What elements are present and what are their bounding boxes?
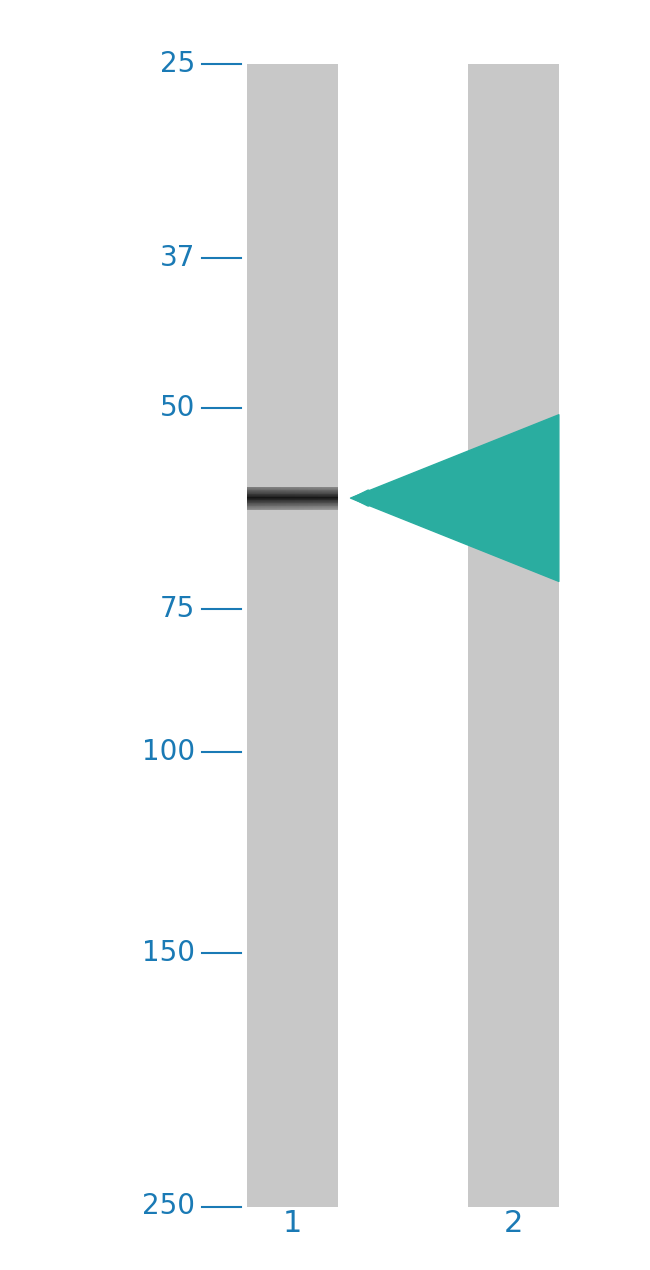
- Bar: [306, 486, 309, 509]
- Bar: [279, 486, 281, 509]
- Bar: [263, 486, 265, 509]
- Text: 2: 2: [504, 1209, 523, 1238]
- Bar: [247, 486, 250, 509]
- Bar: [292, 486, 294, 509]
- Text: 50: 50: [160, 394, 195, 422]
- FancyBboxPatch shape: [468, 64, 559, 1206]
- Bar: [283, 486, 285, 509]
- Bar: [259, 486, 261, 509]
- Text: 37: 37: [160, 244, 195, 272]
- Bar: [318, 486, 320, 509]
- Bar: [313, 486, 315, 509]
- Bar: [329, 486, 331, 509]
- Bar: [252, 486, 254, 509]
- Text: 100: 100: [142, 738, 195, 766]
- Bar: [335, 486, 338, 509]
- Bar: [295, 486, 297, 509]
- Bar: [311, 486, 313, 509]
- Text: 250: 250: [142, 1193, 195, 1220]
- Text: 1: 1: [283, 1209, 302, 1238]
- Bar: [268, 486, 270, 509]
- Bar: [272, 486, 274, 509]
- Bar: [315, 486, 317, 509]
- Text: 25: 25: [160, 50, 195, 77]
- Bar: [286, 486, 288, 509]
- Bar: [290, 486, 292, 509]
- Bar: [304, 486, 306, 509]
- Bar: [322, 486, 324, 509]
- Bar: [332, 486, 333, 509]
- Bar: [261, 486, 263, 509]
- Bar: [327, 486, 329, 509]
- Bar: [299, 486, 302, 509]
- Bar: [288, 486, 290, 509]
- Bar: [281, 486, 283, 509]
- Text: 150: 150: [142, 939, 195, 966]
- Bar: [309, 486, 311, 509]
- Bar: [277, 486, 279, 509]
- Bar: [302, 486, 304, 509]
- FancyBboxPatch shape: [247, 64, 338, 1206]
- Bar: [320, 486, 322, 509]
- Bar: [265, 486, 268, 509]
- Bar: [250, 486, 252, 509]
- Text: 75: 75: [160, 594, 195, 622]
- Bar: [256, 486, 259, 509]
- Bar: [333, 486, 335, 509]
- Bar: [274, 486, 277, 509]
- Bar: [270, 486, 272, 509]
- Bar: [324, 486, 326, 509]
- Bar: [254, 486, 256, 509]
- Bar: [297, 486, 299, 509]
